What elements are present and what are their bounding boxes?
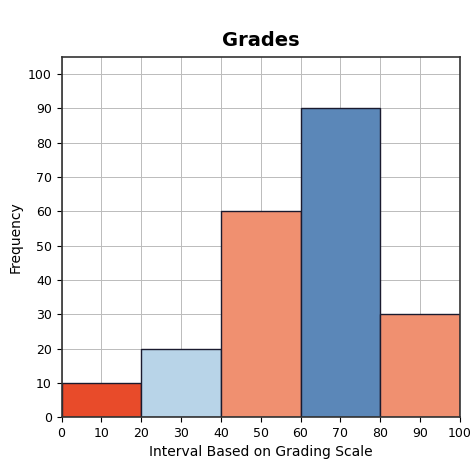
Y-axis label: Frequency: Frequency	[9, 201, 22, 273]
Bar	[62, 383, 141, 417]
Title: Grades: Grades	[222, 31, 300, 50]
Bar	[380, 314, 460, 417]
Bar	[221, 211, 301, 417]
X-axis label: Interval Based on Grading Scale: Interval Based on Grading Scale	[149, 446, 373, 459]
Bar	[301, 109, 380, 417]
Bar	[141, 348, 221, 417]
